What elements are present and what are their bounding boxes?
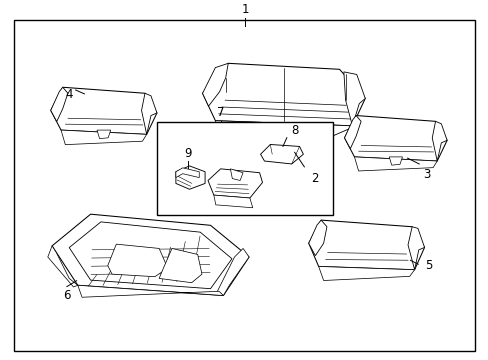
Text: 9: 9 — [184, 147, 192, 160]
Polygon shape — [260, 144, 303, 164]
Polygon shape — [176, 168, 199, 177]
Polygon shape — [78, 285, 223, 297]
Polygon shape — [48, 246, 78, 287]
FancyBboxPatch shape — [14, 20, 474, 351]
Polygon shape — [230, 169, 243, 180]
Polygon shape — [51, 87, 157, 134]
Polygon shape — [344, 116, 360, 149]
Polygon shape — [202, 63, 365, 126]
Polygon shape — [51, 87, 68, 122]
Polygon shape — [354, 157, 436, 171]
Polygon shape — [61, 130, 146, 145]
Text: 3: 3 — [422, 168, 429, 181]
Polygon shape — [159, 248, 202, 283]
Polygon shape — [217, 248, 248, 296]
Text: 4: 4 — [65, 88, 73, 101]
Text: 7: 7 — [217, 106, 224, 119]
Polygon shape — [202, 63, 228, 106]
Polygon shape — [318, 266, 414, 280]
Polygon shape — [213, 195, 252, 208]
Text: 2: 2 — [310, 172, 318, 185]
Polygon shape — [431, 121, 446, 161]
FancyBboxPatch shape — [157, 122, 332, 215]
Polygon shape — [215, 121, 352, 143]
Polygon shape — [245, 133, 322, 143]
Polygon shape — [308, 220, 424, 270]
Text: 6: 6 — [63, 288, 70, 302]
Text: 8: 8 — [291, 124, 299, 137]
Polygon shape — [97, 130, 110, 139]
Polygon shape — [388, 157, 402, 165]
Polygon shape — [308, 220, 326, 256]
Text: 1: 1 — [241, 3, 248, 16]
Polygon shape — [52, 214, 248, 296]
Polygon shape — [107, 244, 167, 277]
Polygon shape — [176, 166, 204, 189]
Polygon shape — [207, 169, 262, 198]
Polygon shape — [69, 222, 231, 289]
Polygon shape — [141, 93, 157, 134]
Text: 5: 5 — [424, 259, 431, 272]
Polygon shape — [344, 116, 446, 161]
Polygon shape — [343, 72, 365, 126]
Polygon shape — [407, 227, 424, 270]
